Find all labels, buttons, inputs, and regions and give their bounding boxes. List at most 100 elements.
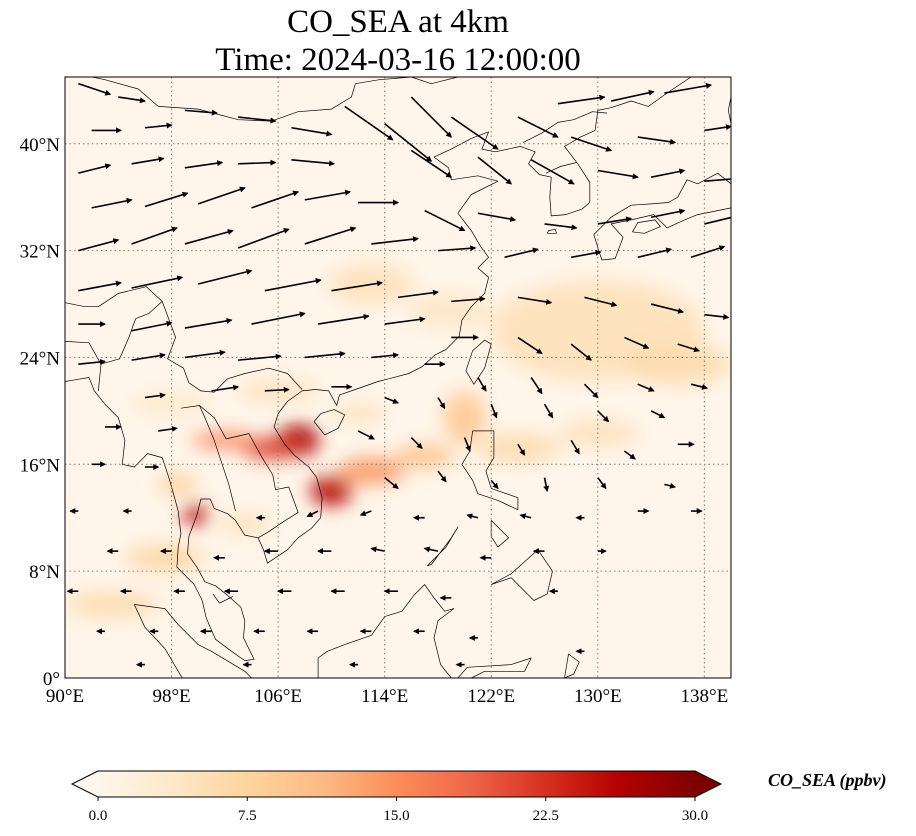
wind-arrow-58 — [397, 289, 439, 299]
wind-arrow-18 — [704, 124, 731, 132]
coastline-border-mongolia — [65, 77, 412, 122]
wind-arrow-84 — [583, 383, 599, 399]
wind-arrow-20 — [131, 156, 165, 165]
wind-arrow-1 — [78, 82, 112, 96]
co-plume-14 — [408, 293, 494, 329]
wind-arrow-49 — [504, 247, 539, 259]
colorbar: 0.0 7.5 15.0 22.5 30.0 — [70, 770, 723, 824]
coastline-border-northeast — [411, 77, 458, 85]
wind-arrow-117 — [306, 510, 319, 518]
wind-arrow-92 — [437, 397, 446, 410]
colorbar-tick-4: 30.0 — [682, 808, 708, 824]
co-plume-20 — [131, 394, 212, 414]
co-plume-15 — [65, 591, 159, 618]
lon-tick-138: 138°E — [681, 686, 729, 707]
coastline-hokkaido — [727, 96, 731, 125]
lon-tick-90: 90°E — [46, 686, 84, 707]
wind-arrow-121 — [519, 513, 532, 520]
wind-arrow-36 — [424, 209, 466, 232]
colorbar-extend-max — [695, 771, 721, 797]
wind-arrow-25 — [477, 156, 513, 185]
wind-arrow-9 — [384, 123, 433, 162]
wind-arrow-78 — [238, 353, 282, 361]
coastline-border-korea — [523, 111, 608, 143]
map-area — [65, 77, 731, 678]
wind-arrow-59 — [451, 296, 486, 303]
coastline-visayas — [490, 520, 509, 548]
wind-arrow-68 — [317, 313, 370, 325]
wind-arrow-89 — [264, 386, 290, 393]
wind-arrow-83 — [530, 377, 543, 395]
wind-arrow-44 — [184, 229, 234, 245]
wind-arrow-87 — [144, 392, 166, 399]
lat-tick-0: 0° — [43, 669, 60, 690]
wind-arrow-8 — [344, 105, 394, 141]
wind-arrow-86 — [690, 383, 708, 390]
colorbar-label: CO_SEA (ppbv) — [768, 770, 887, 790]
wind-arrow-102 — [517, 443, 526, 456]
coastline-borneo — [317, 584, 455, 678]
lat-tick-16: 16°N — [20, 455, 61, 476]
coastline-sumatra — [133, 604, 252, 678]
coastline-border-himalaya — [65, 286, 163, 308]
co-plume-8 — [443, 390, 486, 445]
map-frame — [64, 76, 732, 679]
wind-arrow-80 — [371, 352, 399, 359]
lat-tick-40: 40°N — [20, 135, 61, 156]
wind-arrow-101 — [463, 437, 471, 452]
wind-arrow-118 — [359, 510, 372, 517]
wind-arrow-69 — [384, 316, 426, 325]
wind-arrow-40 — [650, 208, 686, 219]
wind-arrow-103 — [570, 439, 580, 455]
wind-arrow-54 — [131, 275, 184, 289]
wind-arrow-42 — [78, 238, 120, 252]
co-plume-21 — [331, 404, 385, 423]
coastline-border-bangladesh — [65, 341, 102, 391]
wind-arrow-60 — [517, 296, 553, 305]
wind-arrow-66 — [184, 317, 233, 329]
wind-arrow-63 — [704, 313, 730, 320]
wind-arrow-113 — [664, 482, 677, 489]
wind-arrow-13 — [557, 94, 606, 105]
colorbar-gradient — [98, 771, 695, 797]
wind-arrow-96 — [650, 410, 666, 419]
map-title-line2: Time: 2024-03-16 12:00:00 — [215, 42, 581, 78]
lon-tick-98: 98°E — [152, 686, 190, 707]
co-plume-12 — [624, 342, 731, 386]
coastline-sulawesi — [457, 657, 532, 678]
colorbar-tick-1: 7.5 — [238, 808, 257, 824]
wind-arrow-73 — [624, 336, 650, 349]
wind-arrow-30 — [91, 197, 133, 209]
coastline-jeju — [546, 228, 557, 234]
wind-arrow-71 — [517, 336, 543, 355]
colorbar-tick-2: 15.0 — [383, 808, 409, 824]
colorbar-tick-0: 0.0 — [89, 808, 108, 824]
coastline-kyushu-honshu — [593, 172, 731, 261]
lon-tick-114: 114°E — [361, 686, 408, 707]
co-plume-6 — [338, 457, 405, 485]
wind-arrow-91 — [384, 396, 399, 404]
wind-arrow-39 — [597, 216, 633, 225]
coastline-border-thai — [180, 405, 236, 512]
coastline-palawan — [427, 526, 459, 567]
wind-arrow-79 — [304, 350, 346, 359]
wind-arrow-26 — [530, 159, 575, 185]
wind-arrow-109 — [437, 470, 447, 483]
wind-arrow-11 — [450, 116, 499, 150]
co-plume-17 — [218, 516, 272, 533]
wind-arrow-21 — [184, 160, 224, 169]
latitude-tick-labels: 0° 8°N 16°N 24°N 32°N 40°N — [20, 135, 61, 690]
wind-arrow-67 — [251, 311, 306, 325]
coastline-mindanao — [491, 549, 553, 601]
map-title-line1: CO_SEA at 4km — [287, 4, 509, 40]
wind-arrow-108 — [384, 477, 399, 489]
wind-arrow-120 — [466, 513, 479, 520]
wind-arrow-93 — [490, 403, 498, 419]
coastline-shikoku — [632, 219, 661, 234]
wind-arrow-77 — [184, 349, 226, 359]
wind-arrow-100 — [410, 437, 423, 449]
co-plume-3 — [242, 437, 301, 459]
colorbar-ticks: 0.0 7.5 15.0 22.5 30.0 — [89, 797, 708, 824]
coastline-taiwan — [465, 339, 492, 385]
coastline-china-coast — [315, 77, 692, 406]
